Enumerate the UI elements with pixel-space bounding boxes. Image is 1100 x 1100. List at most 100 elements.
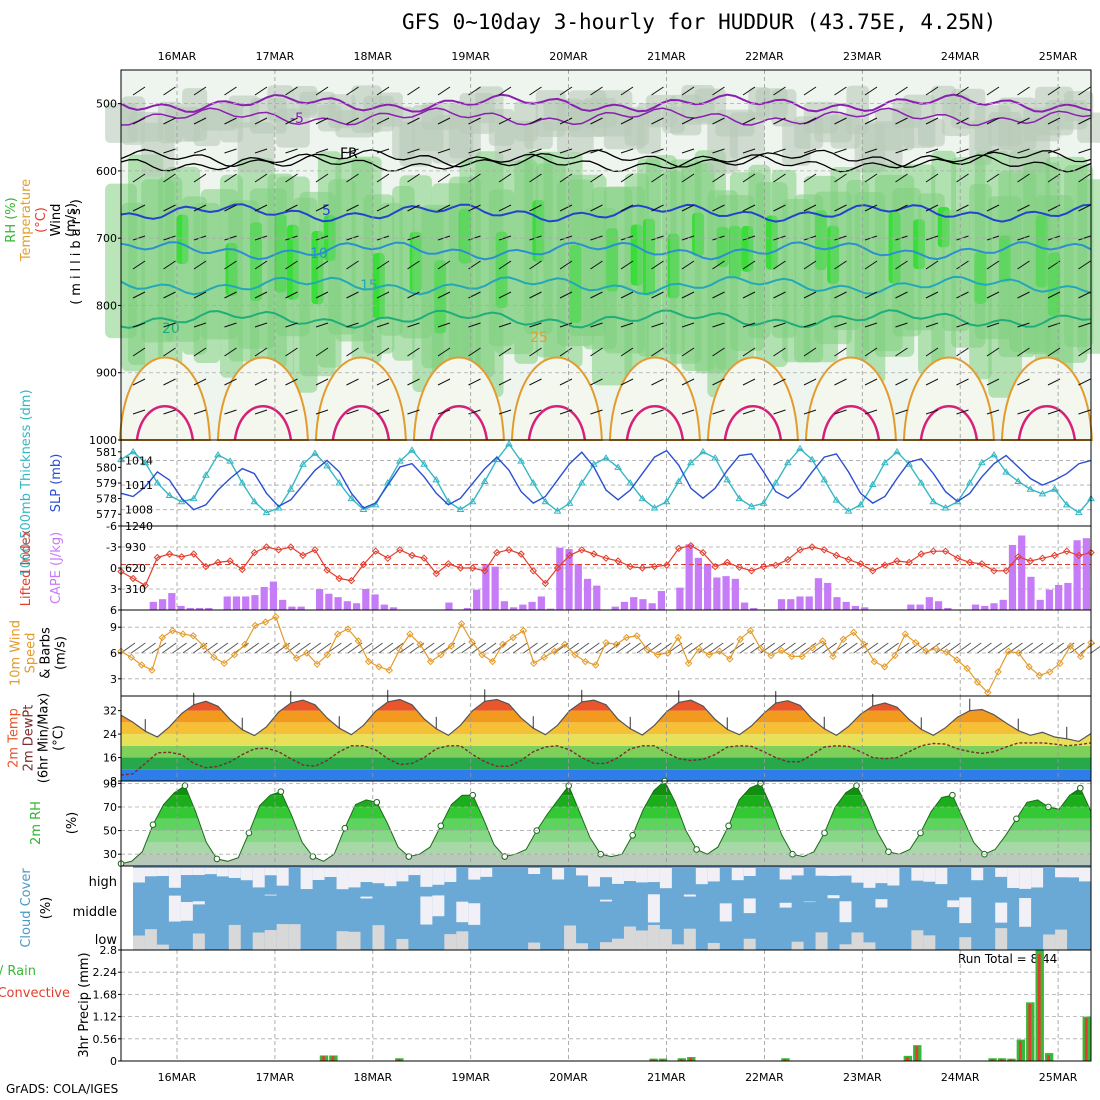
wind-barb [1017,378,1030,386]
wind-barb [1047,409,1061,415]
temp-ylabel-part: 2m Temp [7,708,22,768]
thickness-point [1014,477,1023,484]
wind-barb [254,322,268,328]
li-point [481,567,489,575]
surface-wind-barb [172,642,187,654]
cape-tick-310: 310 [125,583,146,596]
thickness-point [747,502,756,509]
temp-tick-8: 8 [110,775,117,788]
cape-bar [796,596,804,610]
thickness-point [335,479,344,486]
surface-wind-barb [450,642,466,654]
cape-bar [740,602,749,610]
cloud-high-gap [552,868,565,880]
wind-speed-point [158,633,166,642]
wind-speed-point [530,659,538,668]
wind-speed-point [137,661,146,669]
precip-convective-bar [783,1059,787,1061]
wind-barb [620,409,634,415]
wind-barb [437,378,451,386]
cape-bar [934,601,943,610]
thickness-tick-580: 580 [96,461,117,474]
surface-wind-barb [502,642,518,654]
cloud-high-gap [827,868,840,876]
li-tick--6: -6 [106,520,117,533]
li-point [602,554,610,562]
wind-speed-point [860,640,868,649]
wind-ylabel: 10m Wind Speed & Barbs (m/s) [9,620,69,686]
wind-barb [956,409,969,415]
wind-barb [498,204,512,212]
wind-barb [590,322,603,328]
wind-speed-point [808,644,817,652]
isotherm-label: 25 [530,330,548,346]
li-point [505,546,513,554]
cloud-level-high: high [89,875,117,890]
surface-wind-barb [1028,642,1044,654]
hot-dome [233,405,293,441]
cloud-low-gap [132,935,145,950]
thickness-point [505,440,513,447]
wind-speed-point [602,638,610,647]
wind-barb [529,378,542,386]
cloud-high-gap [635,868,648,883]
li-point [966,558,974,567]
li-point [141,581,149,590]
wind-barb [1078,117,1091,125]
slp-ylabel: SLP (mb) [49,454,64,513]
wind-barb [132,322,146,328]
wind-speed-point [375,663,383,671]
thickness-point [941,503,950,511]
wind-barb [132,173,146,183]
thickness-line [120,442,1092,514]
rh-tick-70: 70 [103,801,117,814]
wind-speed-point [261,618,270,626]
cape-bar [556,547,564,610]
rh-point [629,832,636,839]
cloud-high-gap [396,868,409,882]
wind-barb [437,204,451,212]
wind-barb [163,235,176,241]
wind-barb [651,204,664,212]
slp-tick-1008: 1008 [125,504,153,517]
date-bottom-25MAR: 25MAR [1039,1071,1078,1084]
cloud-ylabel-unit: (%) [39,897,54,920]
precip-convective-bar [1028,1003,1032,1061]
cape-bar [362,589,370,610]
cloud-start-blank [121,866,133,950]
wind-speed-point [540,653,548,662]
wind-barb [986,86,1000,96]
wind-barb [620,204,634,212]
wind-barb [803,378,817,386]
wind-speed-point [1066,642,1075,650]
wind-barb [407,235,420,241]
cape-bar [1027,576,1035,610]
slp-line [120,449,1092,511]
precip-tick-0.56: 0.56 [93,1033,118,1046]
wind-barb [285,378,298,386]
wind-speed-point [303,649,311,657]
li-point [929,547,938,555]
cape-bar [288,606,296,610]
wind-barb [620,322,634,328]
wind-barb [163,347,176,357]
wind-barb [224,235,237,241]
surface-wind-barb [316,642,332,654]
wind-barb [773,86,786,96]
rh-band [121,806,1091,819]
cloud-high-gap [420,868,433,887]
li-point [250,548,259,557]
date-top-18MAR: 18MAR [353,50,392,63]
wind-barb [803,173,817,183]
wind-speed-point [148,666,156,674]
wind-barb [163,117,176,125]
wind-speed-point [333,630,342,638]
wind-barb [986,291,1000,299]
li-point [384,554,392,562]
thickness-point [226,457,235,464]
li-point [747,567,756,575]
temp-line [120,698,1092,743]
wind-speed-point [364,657,373,666]
li-point [650,562,659,571]
wind-speed-point [757,644,765,653]
